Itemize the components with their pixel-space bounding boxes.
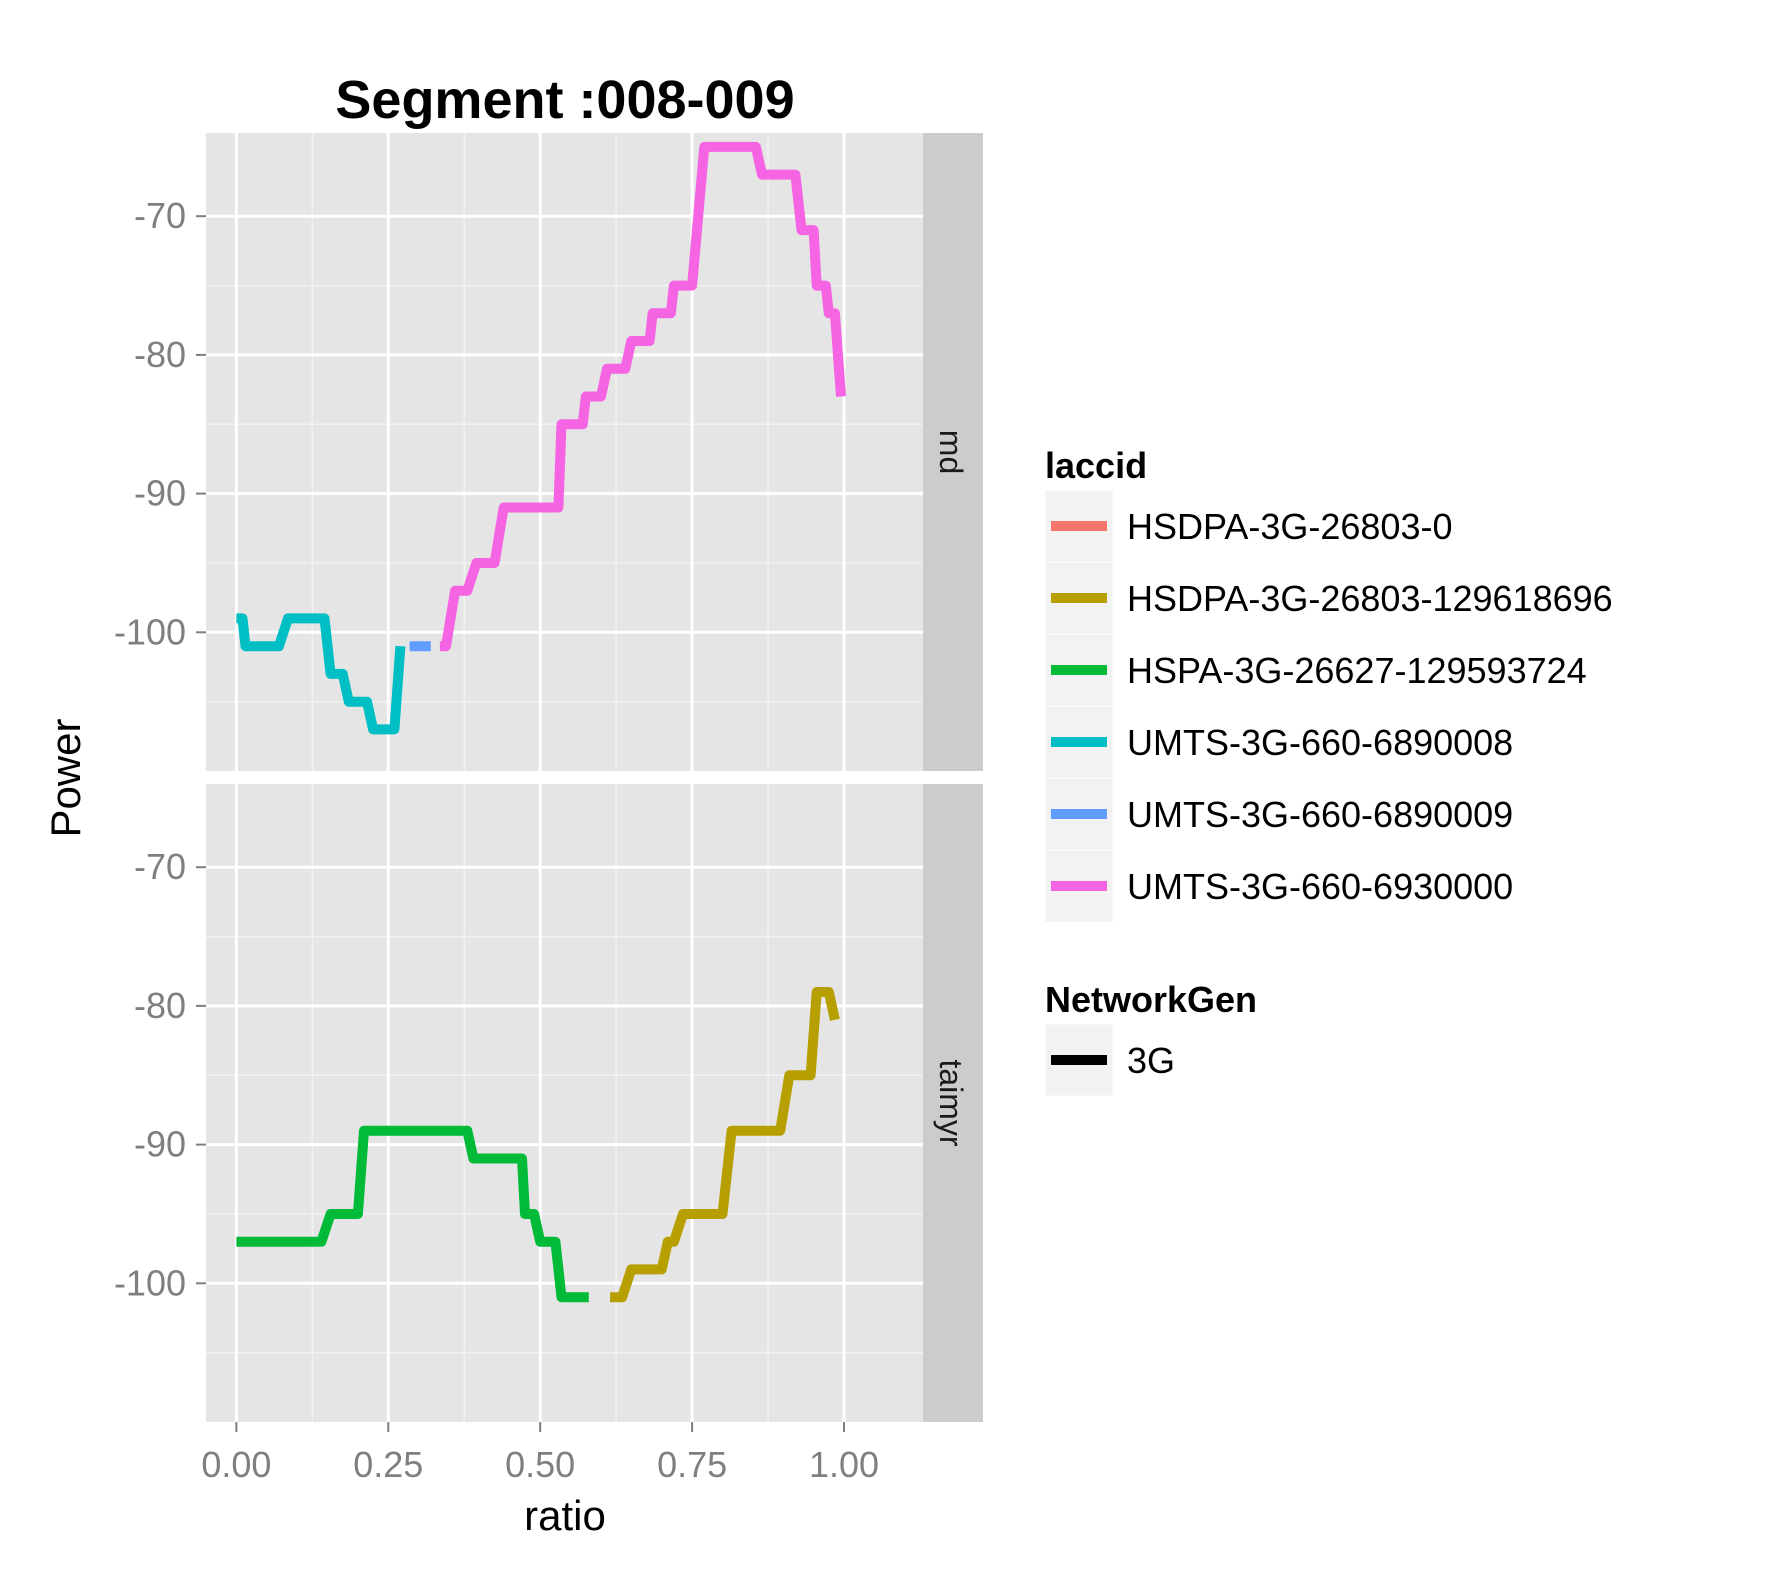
legend-title: laccid: [1045, 445, 1147, 486]
y-tick-label: -100: [114, 611, 186, 652]
x-tick-label: 0.25: [353, 1444, 423, 1485]
legend-entry-label: 3G: [1127, 1040, 1175, 1081]
panel-taimyr: taimyr: [206, 784, 983, 1422]
series-line: [236, 1125, 589, 1303]
legend-entry-label: UMTS-3G-660-6930000: [1127, 866, 1513, 907]
series-line: [236, 613, 406, 735]
x-tick-label: 0.50: [505, 1444, 575, 1485]
panel-taimyr-grid: [206, 784, 923, 1422]
strip-md: [923, 133, 983, 771]
y-tick-label: -100: [114, 1262, 186, 1303]
y-tick-label: -70: [134, 846, 186, 887]
panel-taimyr-lines: [236, 987, 840, 1303]
legend-entry-label: HSPA-3G-26627-129593724: [1127, 650, 1587, 691]
legend-entry-label: HSDPA-3G-26803-0: [1127, 506, 1452, 547]
panel-md: md: [206, 133, 983, 771]
series-line: [610, 987, 840, 1303]
x-tick-label: 0.75: [657, 1444, 727, 1485]
y-tick-label: -90: [134, 473, 186, 514]
x-axis-ticks: 0.00 0.25 0.50 0.75 1.00: [201, 1422, 879, 1485]
x-tick-label: 1.00: [809, 1444, 879, 1485]
panel-md-lines: [236, 141, 846, 735]
strip-taimyr: [923, 784, 983, 1422]
legend-entry-label: UMTS-3G-660-6890009: [1127, 794, 1513, 835]
series-line: [439, 141, 846, 652]
y-tick-label: -90: [134, 1124, 186, 1165]
legend-entry-label: HSDPA-3G-26803-129618696: [1127, 578, 1613, 619]
strip-label-md: md: [933, 430, 969, 474]
strip-label-taimyr: taimyr: [933, 1059, 969, 1146]
x-tick-label: 0.00: [201, 1444, 271, 1485]
y-axis-ticks: -70 -80 -90 -100 -70 -80 -90 -100: [114, 195, 206, 1303]
legend-entry-label: UMTS-3G-660-6890008: [1127, 722, 1513, 763]
y-tick-label: -70: [134, 195, 186, 236]
legend-title: NetworkGen: [1045, 979, 1257, 1020]
x-axis-title: ratio: [524, 1492, 606, 1539]
legend: laccid HSDPA-3G-26803-0 HSDPA-3G-26803-129…: [1044, 445, 1613, 1097]
chart-title: Segment :008-009: [335, 70, 794, 130]
panel-taimyr-background: [206, 784, 923, 1422]
y-tick-label: -80: [134, 985, 186, 1026]
y-axis-title: Power: [42, 718, 89, 837]
panel-md-grid: [206, 133, 923, 771]
y-tick-label: -80: [134, 334, 186, 375]
